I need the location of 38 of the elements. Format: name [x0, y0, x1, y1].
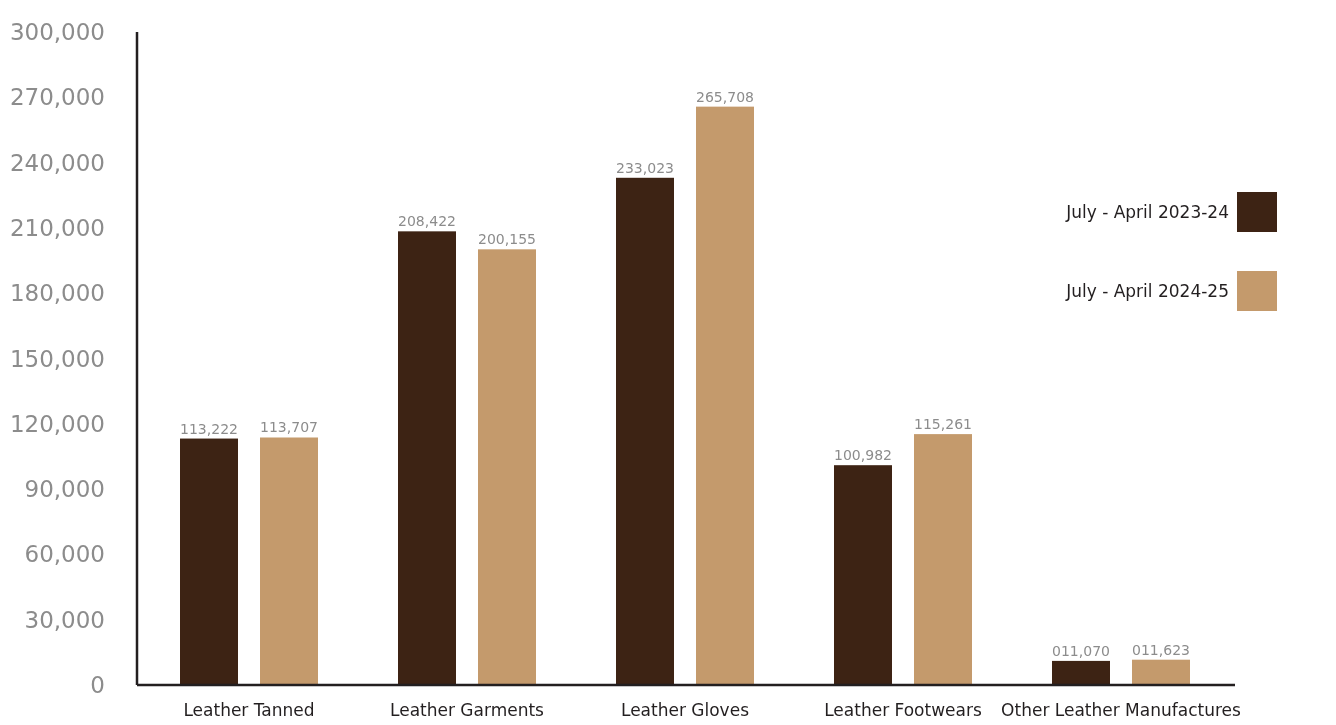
bar: [180, 438, 238, 685]
y-tick-label: 150,000: [9, 345, 105, 372]
data-label: 200,155: [478, 231, 536, 248]
y-tick-label: 240,000: [9, 149, 105, 176]
y-tick-label: 120,000: [9, 410, 105, 437]
data-label: 113,707: [260, 419, 318, 436]
y-tick-label: 0: [90, 672, 105, 699]
x-tick-label: Leather Footwears: [824, 700, 982, 720]
data-label: 265,708: [696, 88, 754, 105]
x-tick-label: Leather Garments: [390, 700, 545, 720]
legend-label: July - April 2024-25: [1065, 280, 1229, 301]
data-label: 233,023: [616, 159, 674, 176]
bar: [260, 437, 318, 685]
y-tick-label: 30,000: [24, 606, 105, 633]
bar: [398, 231, 456, 685]
x-tick-label: Leather Tanned: [183, 700, 315, 720]
data-label: 115,261: [914, 416, 972, 433]
legend-label: July - April 2023-24: [1065, 201, 1229, 222]
y-tick-label: 90,000: [24, 476, 105, 503]
data-label: 011,623: [1132, 641, 1190, 658]
bar: [478, 249, 536, 685]
y-tick-label: 60,000: [24, 541, 105, 568]
y-tick-label: 180,000: [9, 280, 105, 307]
data-label: 113,222: [180, 420, 238, 437]
bar: [914, 434, 972, 685]
y-tick-label: 270,000: [9, 84, 105, 111]
x-tick-label: Other Leather Manufactures: [1001, 700, 1242, 720]
y-tick-label: 210,000: [9, 214, 105, 241]
data-label: 100,982: [834, 447, 892, 464]
bar: [696, 106, 754, 685]
x-tick-label: Leather Gloves: [620, 700, 750, 720]
y-tick-label: 300,000: [9, 19, 105, 46]
bar: [1052, 660, 1110, 685]
bar: [616, 177, 674, 685]
bar: [1132, 659, 1190, 685]
data-label: 208,422: [398, 213, 456, 230]
data-label: 011,070: [1052, 642, 1110, 659]
bar: [834, 465, 892, 685]
